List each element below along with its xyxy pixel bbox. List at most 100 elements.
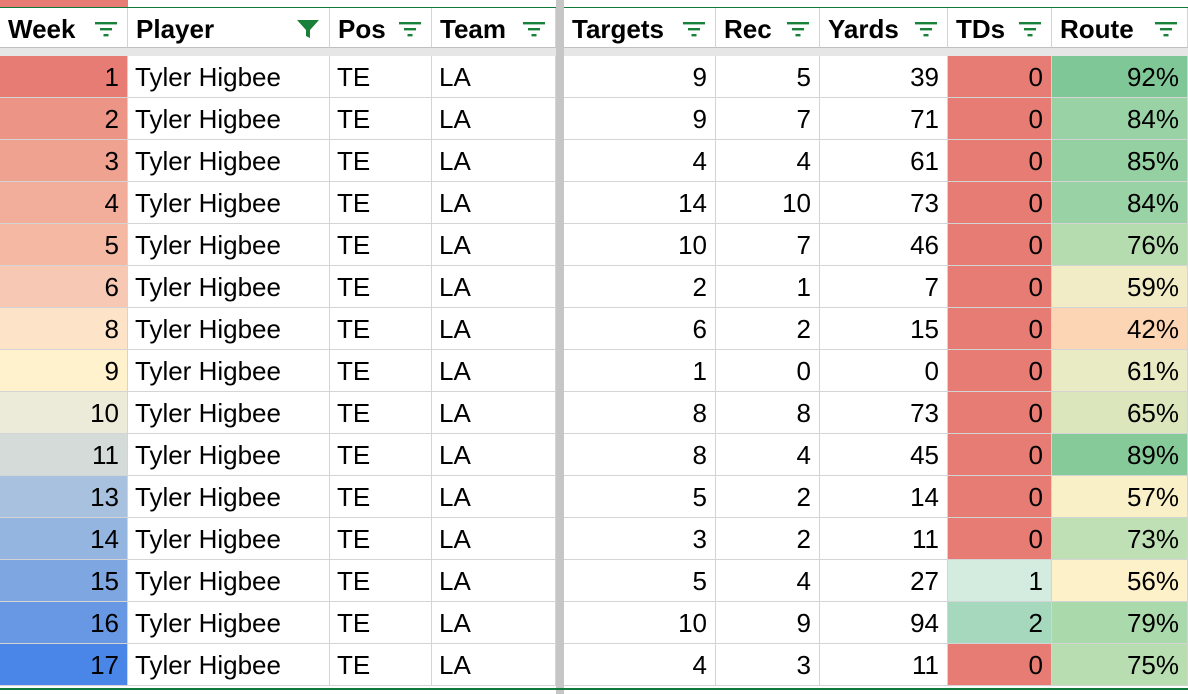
cell-player[interactable]: Tyler Higbee bbox=[128, 308, 330, 350]
cell-team[interactable]: LA bbox=[432, 644, 556, 686]
cell-pos[interactable]: TE bbox=[330, 182, 432, 224]
cell-route[interactable]: 84% bbox=[1052, 182, 1188, 224]
column-header-team[interactable]: Team bbox=[432, 8, 556, 48]
frozen-column-divider[interactable] bbox=[556, 0, 564, 694]
cell-tds[interactable]: 0 bbox=[948, 392, 1052, 434]
cell-rec[interactable]: 2 bbox=[716, 308, 820, 350]
cell-rec[interactable]: 7 bbox=[716, 98, 820, 140]
cell-route[interactable]: 79% bbox=[1052, 602, 1188, 644]
cell-player[interactable]: Tyler Higbee bbox=[128, 266, 330, 308]
cell-team[interactable]: LA bbox=[432, 266, 556, 308]
cell-pos[interactable]: TE bbox=[330, 140, 432, 182]
cell-rec[interactable]: 9 bbox=[716, 602, 820, 644]
cell-tds[interactable]: 0 bbox=[948, 518, 1052, 560]
cell-player[interactable]: Tyler Higbee bbox=[128, 560, 330, 602]
cell-yards[interactable]: 73 bbox=[820, 182, 948, 224]
cell-week[interactable]: 13 bbox=[0, 476, 128, 518]
cell-yards[interactable]: 7 bbox=[820, 266, 948, 308]
column-header-rec[interactable]: Rec bbox=[716, 8, 820, 48]
column-header-player[interactable]: Player bbox=[128, 8, 330, 48]
cell-team[interactable]: LA bbox=[432, 308, 556, 350]
cell-player[interactable]: Tyler Higbee bbox=[128, 98, 330, 140]
cell-yards[interactable]: 11 bbox=[820, 644, 948, 686]
filter-lines-icon[interactable] bbox=[784, 18, 812, 40]
cell-pos[interactable]: TE bbox=[330, 98, 432, 140]
cell-pos[interactable]: TE bbox=[330, 434, 432, 476]
cell-rec[interactable]: 4 bbox=[716, 560, 820, 602]
filter-lines-icon[interactable] bbox=[1152, 18, 1180, 40]
cell-yards[interactable]: 46 bbox=[820, 224, 948, 266]
cell-player[interactable]: Tyler Higbee bbox=[128, 392, 330, 434]
cell-yards[interactable]: 27 bbox=[820, 560, 948, 602]
cell-pos[interactable]: TE bbox=[330, 308, 432, 350]
cell-targets[interactable]: 10 bbox=[564, 224, 716, 266]
cell-rec[interactable]: 8 bbox=[716, 392, 820, 434]
filter-lines-icon[interactable] bbox=[680, 18, 708, 40]
cell-pos[interactable]: TE bbox=[330, 476, 432, 518]
cell-player[interactable]: Tyler Higbee bbox=[128, 182, 330, 224]
cell-tds[interactable]: 0 bbox=[948, 224, 1052, 266]
cell-team[interactable]: LA bbox=[432, 476, 556, 518]
cell-player[interactable]: Tyler Higbee bbox=[128, 476, 330, 518]
cell-week[interactable]: 5 bbox=[0, 224, 128, 266]
cell-route[interactable]: 42% bbox=[1052, 308, 1188, 350]
active-filter-funnel-icon[interactable] bbox=[294, 18, 322, 40]
cell-player[interactable]: Tyler Higbee bbox=[128, 644, 330, 686]
cell-rec[interactable]: 4 bbox=[716, 434, 820, 476]
cell-week[interactable]: 8 bbox=[0, 308, 128, 350]
cell-player[interactable]: Tyler Higbee bbox=[128, 602, 330, 644]
cell-route[interactable]: 57% bbox=[1052, 476, 1188, 518]
filter-lines-icon[interactable] bbox=[912, 18, 940, 40]
cell-week[interactable]: 11 bbox=[0, 434, 128, 476]
cell-team[interactable]: LA bbox=[432, 602, 556, 644]
cell-week[interactable]: 6 bbox=[0, 266, 128, 308]
cell-targets[interactable]: 3 bbox=[564, 518, 716, 560]
cell-tds[interactable]: 0 bbox=[948, 644, 1052, 686]
cell-targets[interactable]: 2 bbox=[564, 266, 716, 308]
cell-rec[interactable]: 1 bbox=[716, 266, 820, 308]
cell-week[interactable]: 10 bbox=[0, 392, 128, 434]
cell-tds[interactable]: 1 bbox=[948, 560, 1052, 602]
cell-rec[interactable]: 2 bbox=[716, 518, 820, 560]
cell-player[interactable]: Tyler Higbee bbox=[128, 518, 330, 560]
cell-week[interactable]: 4 bbox=[0, 182, 128, 224]
cell-week[interactable]: 3 bbox=[0, 140, 128, 182]
cell-route[interactable]: 84% bbox=[1052, 98, 1188, 140]
cell-team[interactable]: LA bbox=[432, 392, 556, 434]
cell-week[interactable]: 1 bbox=[0, 56, 128, 98]
cell-pos[interactable]: TE bbox=[330, 392, 432, 434]
cell-targets[interactable]: 9 bbox=[564, 56, 716, 98]
cell-yards[interactable]: 71 bbox=[820, 98, 948, 140]
cell-yards[interactable]: 15 bbox=[820, 308, 948, 350]
cell-pos[interactable]: TE bbox=[330, 266, 432, 308]
cell-pos[interactable]: TE bbox=[330, 350, 432, 392]
cell-team[interactable]: LA bbox=[432, 434, 556, 476]
cell-tds[interactable]: 0 bbox=[948, 308, 1052, 350]
cell-route[interactable]: 59% bbox=[1052, 266, 1188, 308]
cell-rec[interactable]: 4 bbox=[716, 140, 820, 182]
cell-week[interactable]: 17 bbox=[0, 644, 128, 686]
cell-tds[interactable]: 0 bbox=[948, 434, 1052, 476]
cell-yards[interactable]: 45 bbox=[820, 434, 948, 476]
cell-yards[interactable]: 73 bbox=[820, 392, 948, 434]
cell-player[interactable]: Tyler Higbee bbox=[128, 56, 330, 98]
filter-lines-icon[interactable] bbox=[520, 18, 548, 40]
cell-tds[interactable]: 0 bbox=[948, 182, 1052, 224]
cell-route[interactable]: 76% bbox=[1052, 224, 1188, 266]
cell-team[interactable]: LA bbox=[432, 560, 556, 602]
cell-player[interactable]: Tyler Higbee bbox=[128, 140, 330, 182]
cell-tds[interactable]: 2 bbox=[948, 602, 1052, 644]
cell-targets[interactable]: 5 bbox=[564, 560, 716, 602]
cell-route[interactable]: 89% bbox=[1052, 434, 1188, 476]
cell-yards[interactable]: 11 bbox=[820, 518, 948, 560]
filter-lines-icon[interactable] bbox=[1016, 18, 1044, 40]
column-header-tds[interactable]: TDs bbox=[948, 8, 1052, 48]
cell-pos[interactable]: TE bbox=[330, 560, 432, 602]
cell-targets[interactable]: 10 bbox=[564, 602, 716, 644]
cell-tds[interactable]: 0 bbox=[948, 350, 1052, 392]
cell-rec[interactable]: 2 bbox=[716, 476, 820, 518]
column-header-route[interactable]: Route bbox=[1052, 8, 1188, 48]
cell-targets[interactable]: 4 bbox=[564, 644, 716, 686]
cell-team[interactable]: LA bbox=[432, 98, 556, 140]
cell-team[interactable]: LA bbox=[432, 350, 556, 392]
